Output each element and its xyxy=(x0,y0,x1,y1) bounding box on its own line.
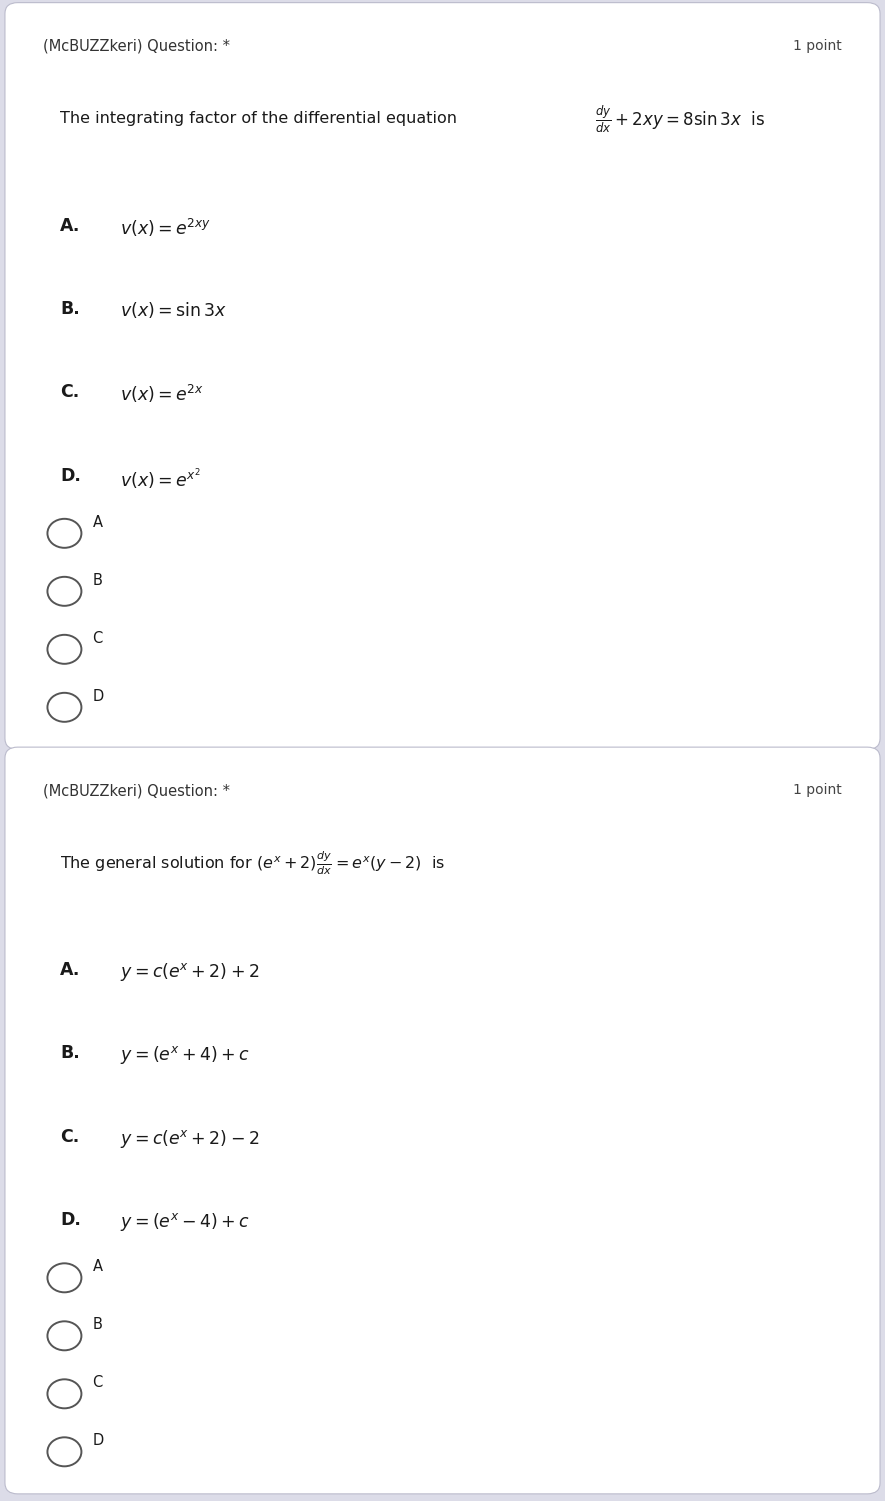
Text: $y=c(e^x+2)-2$: $y=c(e^x+2)-2$ xyxy=(119,1127,259,1150)
Text: D: D xyxy=(92,689,104,704)
Text: A: A xyxy=(92,1259,103,1274)
Text: (McBUZZkeri) Question: *: (McBUZZkeri) Question: * xyxy=(43,39,230,54)
Text: $y=(e^x+4)+c$: $y=(e^x+4)+c$ xyxy=(119,1045,250,1066)
FancyBboxPatch shape xyxy=(5,3,880,749)
Text: 1 point: 1 point xyxy=(793,39,842,53)
Text: $y=(e^x-4)+c$: $y=(e^x-4)+c$ xyxy=(119,1211,250,1234)
Text: A.: A. xyxy=(60,961,81,979)
Text: $v(x)=e^{x^2}$: $v(x)=e^{x^2}$ xyxy=(119,467,201,492)
Text: B: B xyxy=(92,573,103,588)
Text: A.: A. xyxy=(60,216,81,234)
FancyBboxPatch shape xyxy=(5,747,880,1493)
Text: 1 point: 1 point xyxy=(793,784,842,797)
Text: D: D xyxy=(92,1433,104,1448)
Text: $v(x)=e^{2x}$: $v(x)=e^{2x}$ xyxy=(119,383,204,405)
Text: $\frac{dy}{dx}+2xy=8\sin 3x$  is: $\frac{dy}{dx}+2xy=8\sin 3x$ is xyxy=(596,104,766,137)
Text: C.: C. xyxy=(60,383,80,401)
Text: C: C xyxy=(92,1375,103,1390)
Text: D.: D. xyxy=(60,467,81,485)
Text: D.: D. xyxy=(60,1211,81,1229)
Text: A: A xyxy=(92,515,103,530)
Text: (McBUZZkeri) Question: *: (McBUZZkeri) Question: * xyxy=(43,784,230,799)
Text: The general solution for $(e^x+2)\frac{dy}{dx}=e^x(y-2)$  is: The general solution for $(e^x+2)\frac{d… xyxy=(60,848,445,877)
Text: $v(x)=\sin 3x$: $v(x)=\sin 3x$ xyxy=(119,300,227,320)
Text: B.: B. xyxy=(60,300,80,318)
Text: $y=c(e^x+2)+2$: $y=c(e^x+2)+2$ xyxy=(119,961,259,983)
Text: C.: C. xyxy=(60,1127,80,1145)
Text: C: C xyxy=(92,630,103,645)
Text: B.: B. xyxy=(60,1045,80,1063)
Text: B: B xyxy=(92,1318,103,1333)
Text: $v(x)=e^{2xy}$: $v(x)=e^{2xy}$ xyxy=(119,216,211,239)
Text: The integrating factor of the differential equation: The integrating factor of the differenti… xyxy=(60,111,458,126)
